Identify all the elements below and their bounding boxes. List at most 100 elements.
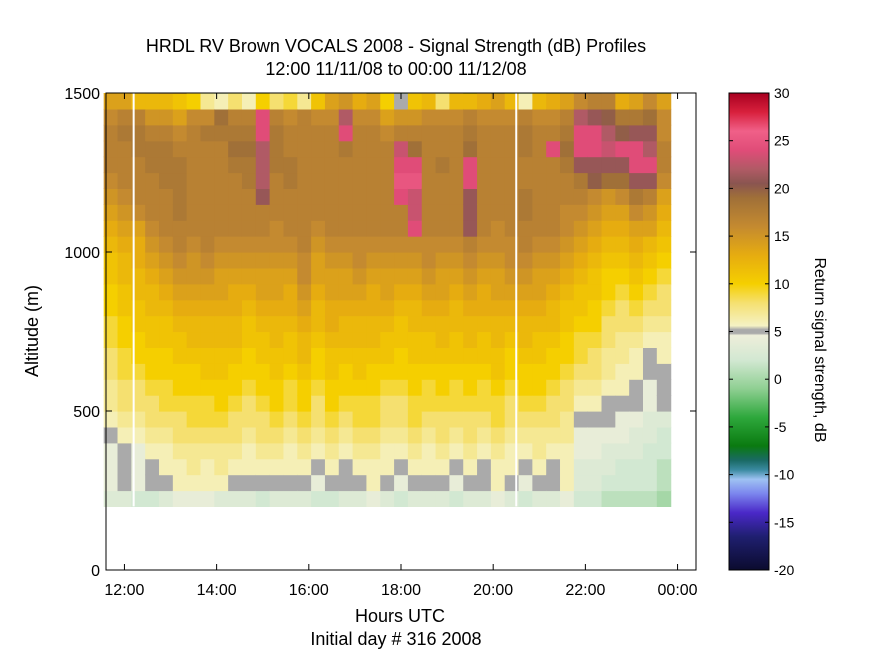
heatmap-cell (421, 93, 437, 110)
heatmap-cell (324, 299, 340, 317)
heatmap-cell (255, 188, 271, 205)
heatmap-cell (629, 363, 644, 380)
heatmap-cell (573, 156, 589, 174)
heatmap-cell (172, 236, 188, 253)
heatmap-cell (283, 299, 298, 317)
heatmap-cell (159, 363, 174, 380)
heatmap-cell (642, 220, 658, 237)
heatmap-cell (283, 267, 298, 285)
heatmap-cell (117, 315, 132, 333)
heatmap-cell (228, 458, 243, 476)
heatmap-cell (172, 411, 188, 428)
colorbar: 30 25 20 15 10 5 0 -5 -10 -15 -20 Return signal st… (728, 85, 828, 578)
heatmap-cell (601, 363, 616, 380)
heatmap-cell (103, 172, 119, 189)
heatmap-cell (587, 395, 603, 412)
heatmap-cell (159, 124, 174, 142)
heatmap-cell (573, 315, 589, 333)
heatmap-cell (656, 395, 672, 412)
heatmap-cell (421, 220, 437, 237)
heatmap-cell (172, 204, 188, 221)
heatmap-cell (172, 93, 188, 110)
heatmap-cell (421, 299, 437, 317)
heatmap-cell (228, 426, 243, 444)
heatmap-cell (560, 267, 575, 285)
heatmap-cell (103, 204, 119, 221)
heatmap-cell (532, 315, 547, 333)
heatmap-cell (366, 379, 381, 396)
heatmap-cell (311, 204, 326, 221)
heatmap-cell (214, 315, 229, 333)
heatmap-cell (338, 411, 354, 428)
heatmap-cell (338, 299, 354, 317)
colorbar-tick-label: 5 (774, 324, 782, 340)
heatmap-cell (228, 442, 243, 460)
heatmap-cell (241, 426, 257, 444)
colorbar-tick-label: 0 (774, 371, 782, 387)
heatmap-cell (463, 140, 478, 158)
heatmap-cell (297, 474, 312, 492)
heatmap-cell (283, 188, 298, 205)
heatmap-cell (297, 490, 312, 507)
heatmap-cell (394, 220, 409, 237)
x-axis-ticks: 12:00 14:00 16:00 18:00 20:00 22:00 00:00 (104, 93, 698, 599)
heatmap-cell (159, 283, 174, 301)
heatmap-cell (560, 156, 575, 174)
heatmap-cell (131, 363, 146, 380)
heatmap-cell (269, 315, 285, 333)
heatmap-cell (463, 267, 478, 285)
heatmap-cell (269, 188, 285, 205)
heatmap-cell (615, 299, 630, 317)
heatmap-cell (629, 299, 644, 317)
heatmap-cell (255, 172, 271, 189)
heatmap-cell (103, 411, 119, 428)
heatmap-cell (269, 363, 285, 380)
heatmap-cell (159, 299, 174, 317)
heatmap-cell (228, 395, 243, 412)
heatmap-cell (407, 426, 423, 444)
heatmap-cell (546, 283, 561, 301)
heatmap-cell (435, 299, 450, 317)
heatmap-cell (380, 363, 395, 380)
heatmap-cell (311, 458, 326, 476)
heatmap-cell (366, 236, 381, 253)
heatmap-cell (518, 220, 533, 237)
heatmap-cell (117, 124, 132, 142)
y-tick-label: 500 (73, 404, 100, 421)
colorbar-gradient (728, 92, 770, 571)
colorbar-label: Return signal strength, dB (811, 258, 828, 443)
heatmap-cell (573, 283, 589, 301)
heatmap-cell (642, 426, 658, 444)
heatmap-cell (642, 93, 658, 110)
heatmap-cell (297, 172, 312, 189)
heatmap-cell (394, 474, 409, 492)
chart-title: HRDL RV Brown VOCALS 2008 - Signal Stren… (146, 36, 646, 56)
heatmap-cell (642, 267, 658, 285)
heatmap-cell (629, 315, 644, 333)
heatmap-cell (159, 331, 174, 348)
heatmap-cell (103, 315, 119, 333)
colorbar-tick-label: 30 (774, 85, 790, 101)
heatmap-cell (615, 395, 630, 412)
heatmap-cell (214, 124, 229, 142)
heatmap-cell (463, 156, 478, 174)
heatmap-cell (642, 299, 658, 317)
heatmap-cell (324, 124, 340, 142)
heatmap-cell (490, 108, 506, 126)
heatmap-cell (587, 236, 603, 253)
heatmap-cell (311, 411, 326, 428)
heatmap-cell (642, 172, 658, 189)
heatmap-cell (573, 474, 589, 492)
heatmap-cell (560, 411, 575, 428)
heatmap-cell (656, 474, 672, 492)
heatmap-cell (587, 220, 603, 237)
heatmap-cell (421, 474, 437, 492)
heatmap-cell (200, 188, 215, 205)
heatmap-cell (338, 156, 354, 174)
heatmap-cell (629, 283, 644, 301)
x-tick-label: 18:00 (381, 582, 421, 599)
heatmap-cell (449, 220, 464, 237)
heatmap-cell (477, 140, 492, 158)
heatmap-cell (324, 108, 340, 126)
heatmap-cell (366, 188, 381, 205)
